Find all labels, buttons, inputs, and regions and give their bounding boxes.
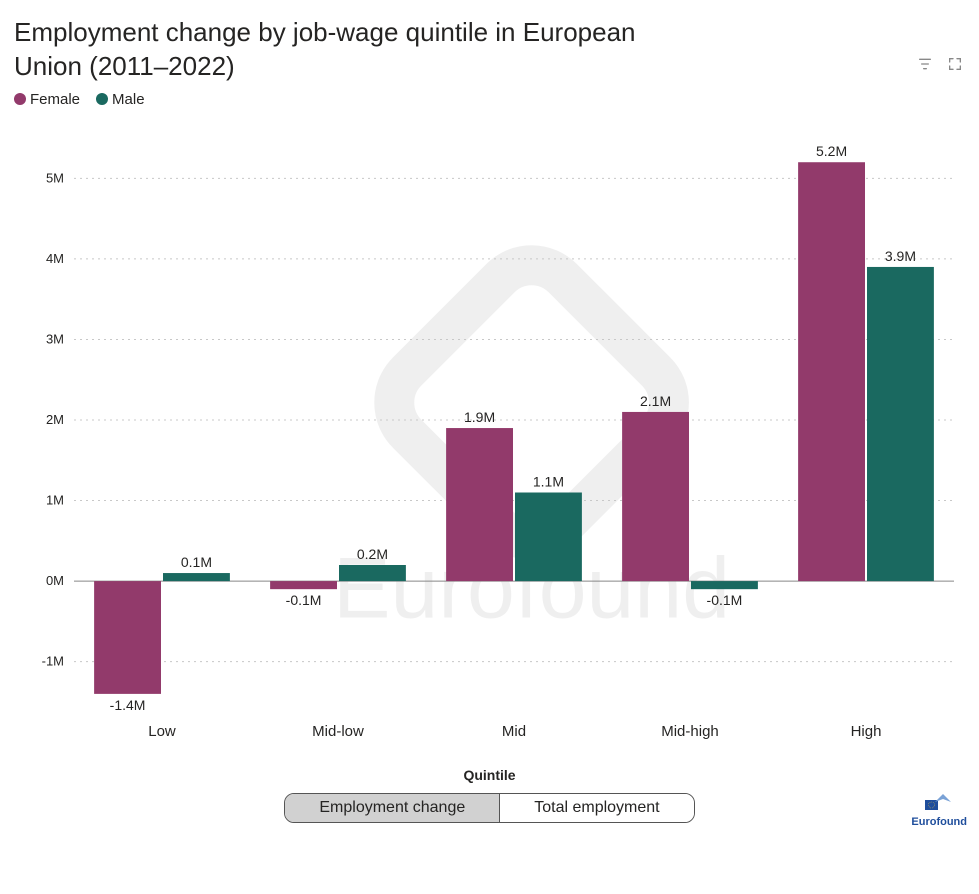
y-tick-label: 4M bbox=[46, 250, 64, 265]
bar-chart-svg: Eurofound-1M0M1M2M3M4M5M-1.4M0.1MLow-0.1… bbox=[8, 118, 968, 758]
bar-male[interactable] bbox=[163, 573, 230, 581]
y-tick-label: 0M bbox=[46, 573, 64, 588]
x-category-label: Low bbox=[148, 723, 176, 740]
bar-male[interactable] bbox=[339, 565, 406, 581]
bar-value-label: 3.9M bbox=[885, 248, 916, 264]
legend-label-female: Female bbox=[30, 91, 80, 108]
bar-female[interactable] bbox=[798, 162, 865, 581]
y-tick-label: -1M bbox=[42, 653, 64, 668]
y-tick-label: 1M bbox=[46, 492, 64, 507]
bar-male[interactable] bbox=[867, 267, 934, 581]
bar-value-label: 5.2M bbox=[816, 143, 847, 159]
eurofound-logo-icon bbox=[925, 789, 953, 811]
view-toggle: Employment change Total employment bbox=[284, 793, 694, 823]
x-category-label: High bbox=[851, 723, 882, 740]
bar-value-label: 1.9M bbox=[464, 409, 495, 425]
bar-value-label: 1.1M bbox=[533, 473, 564, 489]
bar-male[interactable] bbox=[691, 581, 758, 589]
filter-icon[interactable] bbox=[917, 56, 933, 77]
y-tick-label: 5M bbox=[46, 170, 64, 185]
bar-value-label: -0.1M bbox=[286, 592, 322, 608]
bar-value-label: 0.1M bbox=[181, 554, 212, 570]
legend-item-female[interactable]: Female bbox=[14, 91, 80, 108]
bar-female[interactable] bbox=[94, 581, 161, 694]
x-category-label: Mid bbox=[502, 723, 526, 740]
legend-swatch-male bbox=[96, 93, 108, 105]
bar-value-label: 2.1M bbox=[640, 393, 671, 409]
bar-chart: Eurofound-1M0M1M2M3M4M5M-1.4M0.1MLow-0.1… bbox=[8, 118, 971, 763]
y-tick-label: 3M bbox=[46, 331, 64, 346]
x-category-label: Mid-low bbox=[312, 723, 364, 740]
x-axis-title: Quintile bbox=[8, 767, 971, 783]
toggle-total-employment[interactable]: Total employment bbox=[499, 794, 693, 822]
bar-value-label: -1.4M bbox=[110, 696, 146, 712]
bar-female[interactable] bbox=[622, 412, 689, 581]
bar-male[interactable] bbox=[515, 492, 582, 581]
x-category-label: Mid-high bbox=[661, 723, 719, 740]
legend-label-male: Male bbox=[112, 91, 145, 108]
bar-value-label: 0.2M bbox=[357, 546, 388, 562]
focus-icon[interactable] bbox=[947, 56, 963, 77]
legend-item-male[interactable]: Male bbox=[96, 91, 145, 108]
y-tick-label: 2M bbox=[46, 412, 64, 427]
legend-swatch-female bbox=[14, 93, 26, 105]
legend: Female Male bbox=[14, 91, 971, 108]
toggle-employment-change[interactable]: Employment change bbox=[285, 794, 499, 822]
bar-value-label: -0.1M bbox=[707, 592, 743, 608]
bar-female[interactable] bbox=[446, 428, 513, 581]
bar-female[interactable] bbox=[270, 581, 337, 589]
eurofound-logo-text: Eurofound bbox=[911, 816, 967, 828]
